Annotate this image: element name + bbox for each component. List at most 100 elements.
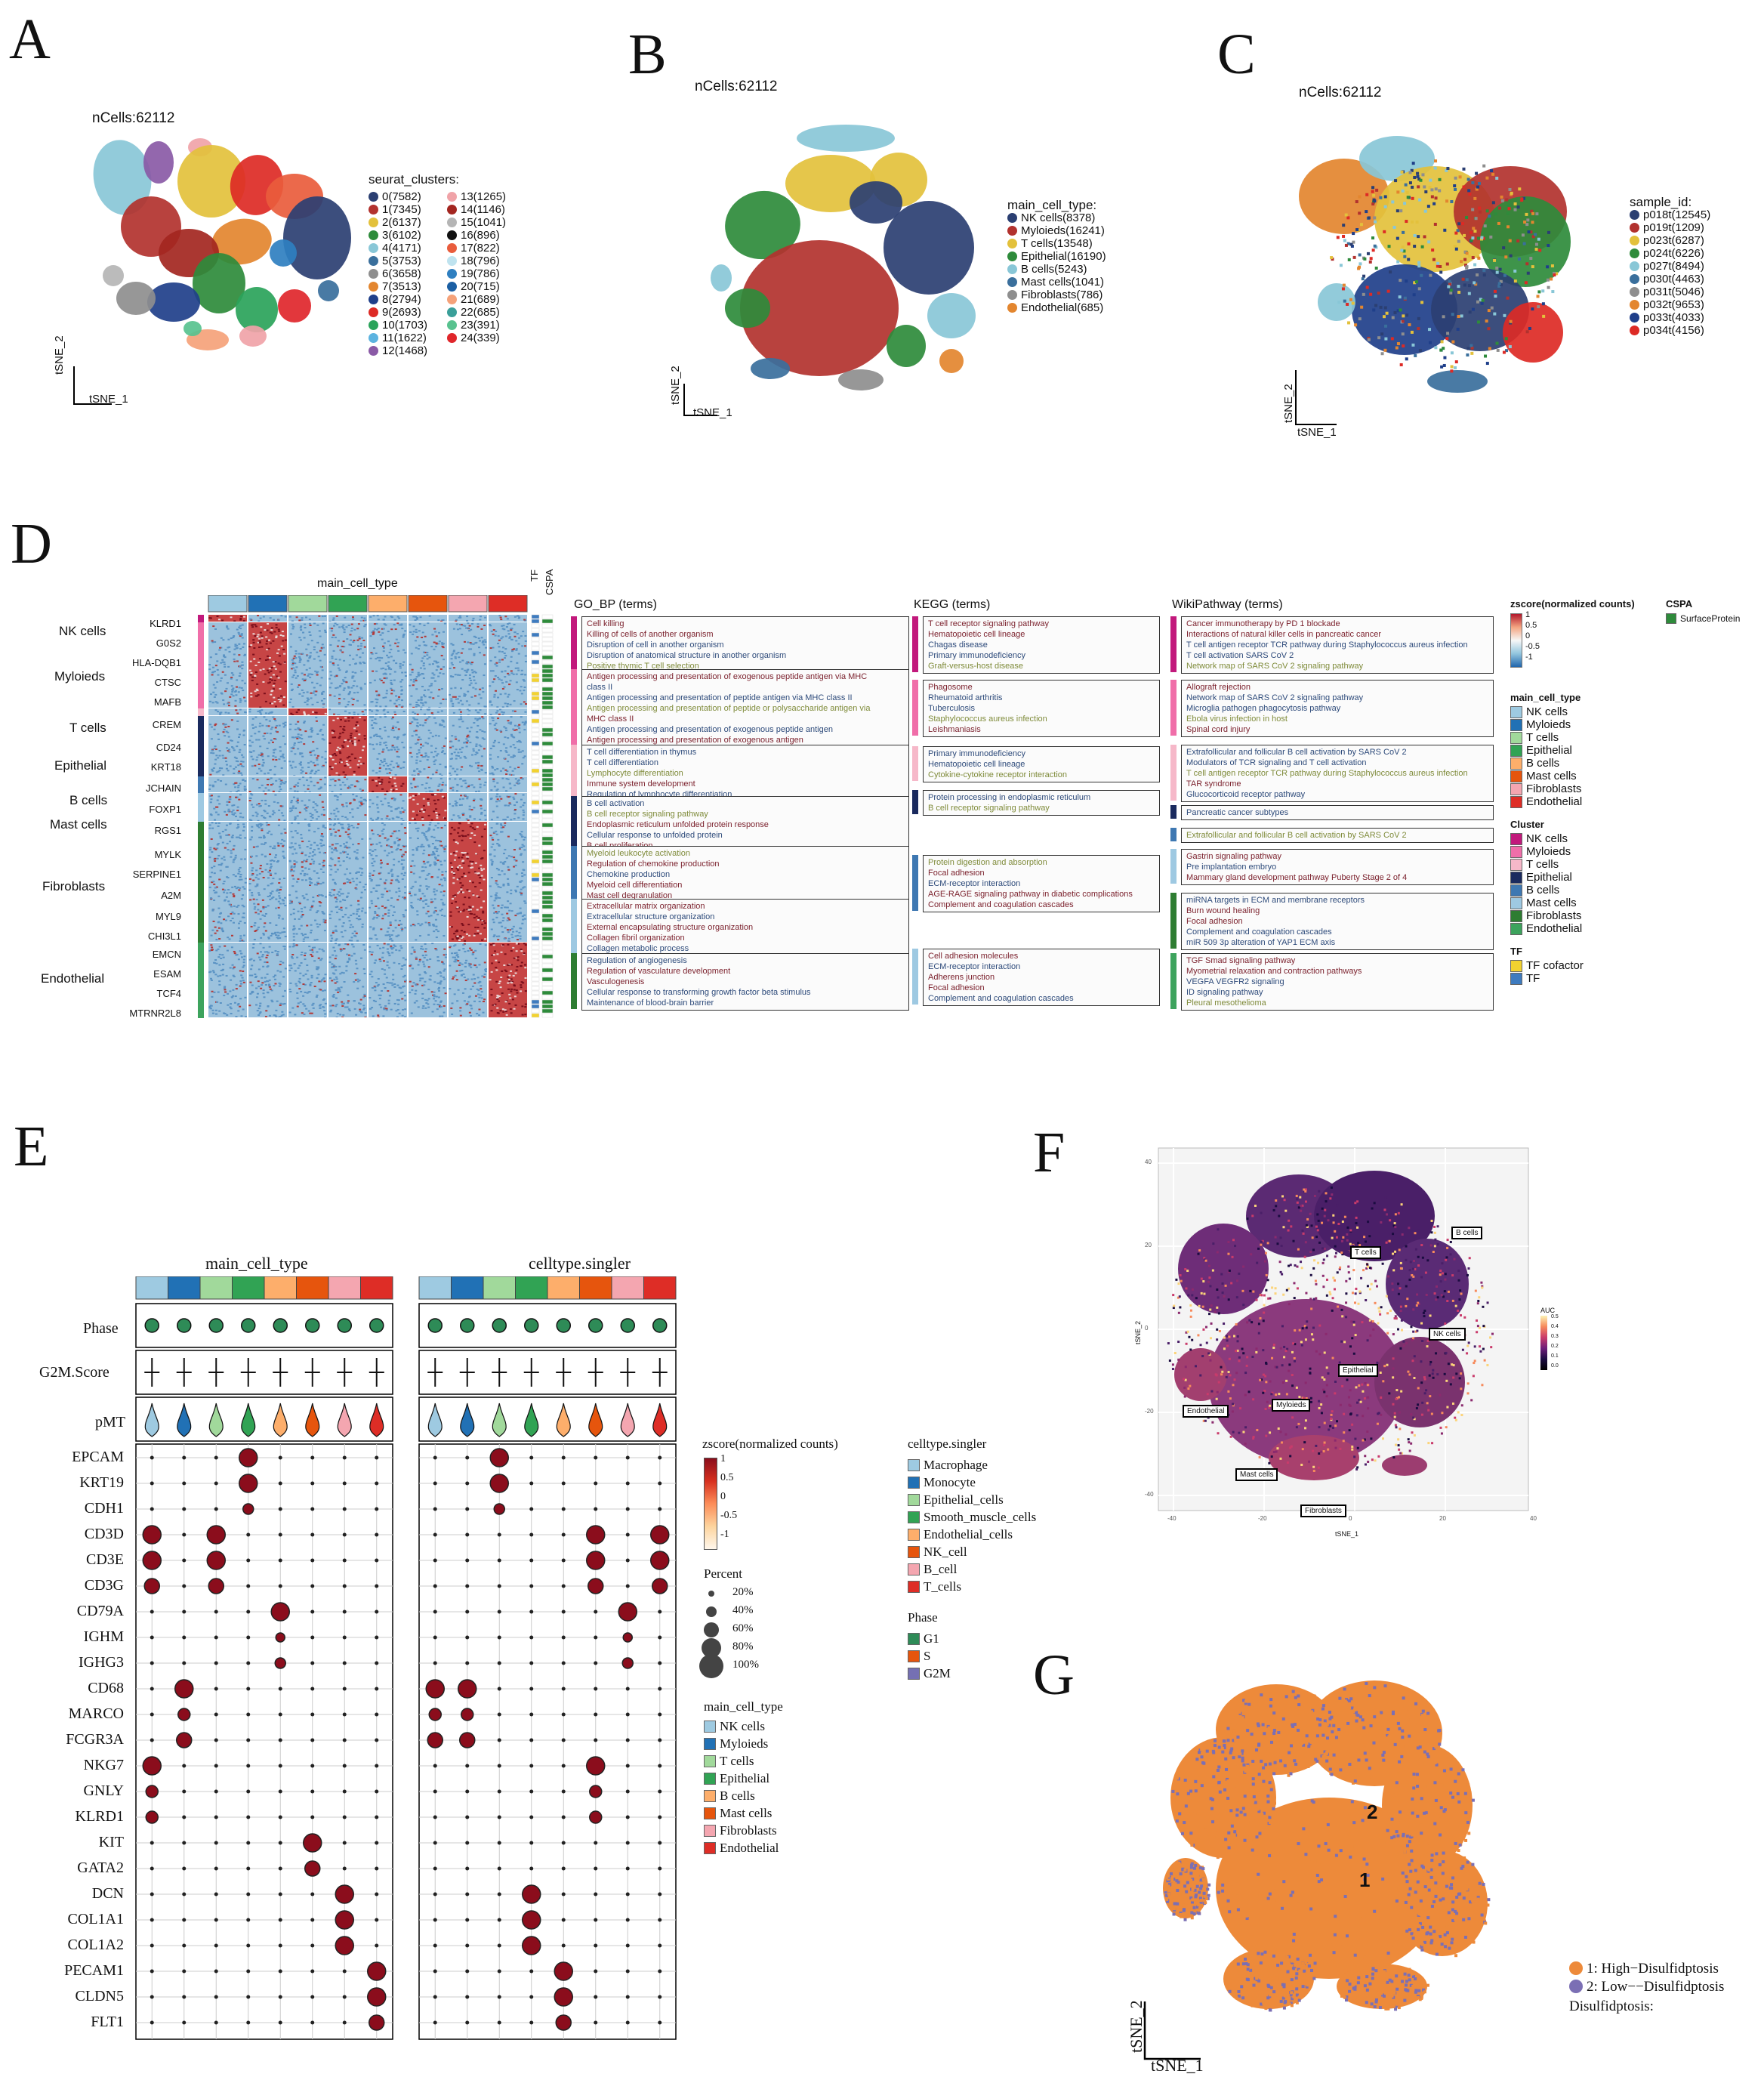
- heatmap-speckle: [440, 688, 443, 690]
- heatmap-speckle: [227, 748, 230, 751]
- heatmap-speckle: [354, 887, 357, 889]
- sample-speckle: [1405, 279, 1408, 283]
- heatmap-speckle: [402, 853, 405, 856]
- heatmap-speckle: [353, 742, 356, 745]
- heatmap-speckle: [292, 939, 295, 941]
- heatmap-speckle: [416, 756, 419, 758]
- cluster-blob: [1503, 302, 1563, 363]
- heatmap-speckle: [330, 834, 333, 836]
- heatmap-speckle: [322, 809, 325, 811]
- heatmap-speckle: [329, 661, 332, 663]
- heatmap-speckle: [455, 907, 458, 909]
- heatmap-speckle: [454, 778, 457, 780]
- heatmap-speckle: [513, 784, 517, 786]
- heatmap-speckle: [409, 746, 412, 748]
- heatmap-speckle: [281, 805, 284, 807]
- heatmap-speckle: [331, 656, 334, 658]
- sample-speckle: [1522, 242, 1526, 245]
- heatmap-speckle: [363, 646, 366, 648]
- sample-speckle: [1399, 279, 1402, 282]
- legend-item: p032t(9653): [1630, 298, 1710, 311]
- heatmap-speckle: [364, 814, 367, 816]
- heatmap-speckle: [353, 711, 356, 714]
- heatmap-speckle: [478, 744, 481, 746]
- heatmap-speckle: [382, 748, 385, 751]
- heatmap-speckle: [373, 628, 376, 630]
- heatmap-speckle: [261, 755, 264, 758]
- heatmap-speckle: [352, 658, 355, 660]
- heatmap-speckle: [464, 625, 467, 627]
- heatmap-speckle: [390, 682, 393, 684]
- heatmap-speckle: [385, 690, 388, 692]
- heatmap-speckle: [262, 907, 265, 909]
- heatmap-speckle: [409, 822, 412, 824]
- legend-swatch: [447, 256, 457, 266]
- sample-speckle: [1371, 186, 1375, 190]
- heatmap-speckle: [344, 705, 347, 708]
- heatmap-speckle: [277, 889, 280, 891]
- heatmap-speckle: [341, 899, 344, 901]
- heatmap-speckle: [306, 873, 309, 875]
- heatmap-speckle: [298, 619, 301, 622]
- heatmap-speckle: [369, 872, 372, 875]
- heatmap-speckle: [390, 789, 393, 791]
- heatmap-speckle: [342, 689, 345, 691]
- heatmap-speckle: [350, 914, 353, 916]
- legend-item: Myloieds(16241): [1007, 224, 1106, 237]
- heatmap-speckle: [308, 825, 311, 827]
- heatmap-speckle: [479, 709, 482, 711]
- heatmap-speckle: [421, 832, 424, 834]
- heatmap-speckle: [310, 844, 313, 846]
- sample-speckle: [1417, 264, 1421, 268]
- sample-speckle: [1488, 214, 1491, 218]
- heatmap-speckle: [258, 725, 261, 727]
- heatmap-speckle: [270, 893, 273, 895]
- heatmap-speckle: [258, 710, 261, 712]
- heatmap-speckle: [344, 913, 347, 915]
- heatmap-speckle: [216, 799, 219, 801]
- heatmap-speckle: [461, 659, 464, 662]
- heatmap-speckle: [261, 823, 264, 826]
- heatmap-speckle: [463, 930, 466, 933]
- heatmap-speckle: [303, 711, 306, 713]
- heatmap-speckle: [489, 700, 492, 702]
- heatmap-speckle: [452, 745, 455, 748]
- heatmap-speckle: [412, 777, 415, 779]
- heatmap-speckle: [211, 909, 214, 911]
- heatmap-speckle: [418, 890, 421, 892]
- sample-speckle: [1383, 306, 1387, 310]
- heatmap-speckle: [338, 835, 341, 837]
- heatmap-speckle: [376, 656, 379, 659]
- heatmap-speckle: [291, 620, 294, 622]
- heatmap-speckle: [301, 755, 304, 758]
- sample-speckle: [1346, 242, 1350, 245]
- heatmap-speckle: [412, 633, 415, 635]
- sample-speckle: [1371, 202, 1375, 206]
- heatmap-speckle: [391, 940, 394, 942]
- heatmap-speckle: [435, 635, 438, 637]
- heatmap-speckle: [344, 930, 347, 932]
- heatmap-speckle: [355, 872, 358, 875]
- heatmap-speckle: [385, 747, 388, 749]
- heatmap-speckle: [484, 647, 487, 649]
- heatmap-speckle: [478, 693, 481, 696]
- heatmap-speckle: [290, 801, 293, 804]
- heatmap-speckle: [277, 906, 280, 909]
- heatmap-speckle: [480, 804, 483, 807]
- heatmap-speckle: [332, 828, 335, 830]
- heatmap-speckle: [384, 696, 387, 699]
- heatmap-speckle: [435, 755, 438, 757]
- heatmap-speckle: [502, 625, 505, 627]
- heatmap-speckle: [242, 971, 245, 973]
- heatmap-speckle: [432, 697, 435, 699]
- heatmap-speckle: [441, 871, 444, 873]
- heatmap-speckle: [382, 650, 385, 653]
- heatmap-speckle: [273, 860, 276, 863]
- heatmap-speckle: [423, 895, 426, 897]
- heatmap-speckle: [509, 703, 512, 705]
- sample-speckle: [1531, 221, 1534, 224]
- heatmap-speckle: [294, 753, 297, 755]
- heatmap-speckle: [269, 617, 272, 619]
- heatmap-speckle: [211, 822, 214, 824]
- heatmap-speckle: [479, 933, 482, 935]
